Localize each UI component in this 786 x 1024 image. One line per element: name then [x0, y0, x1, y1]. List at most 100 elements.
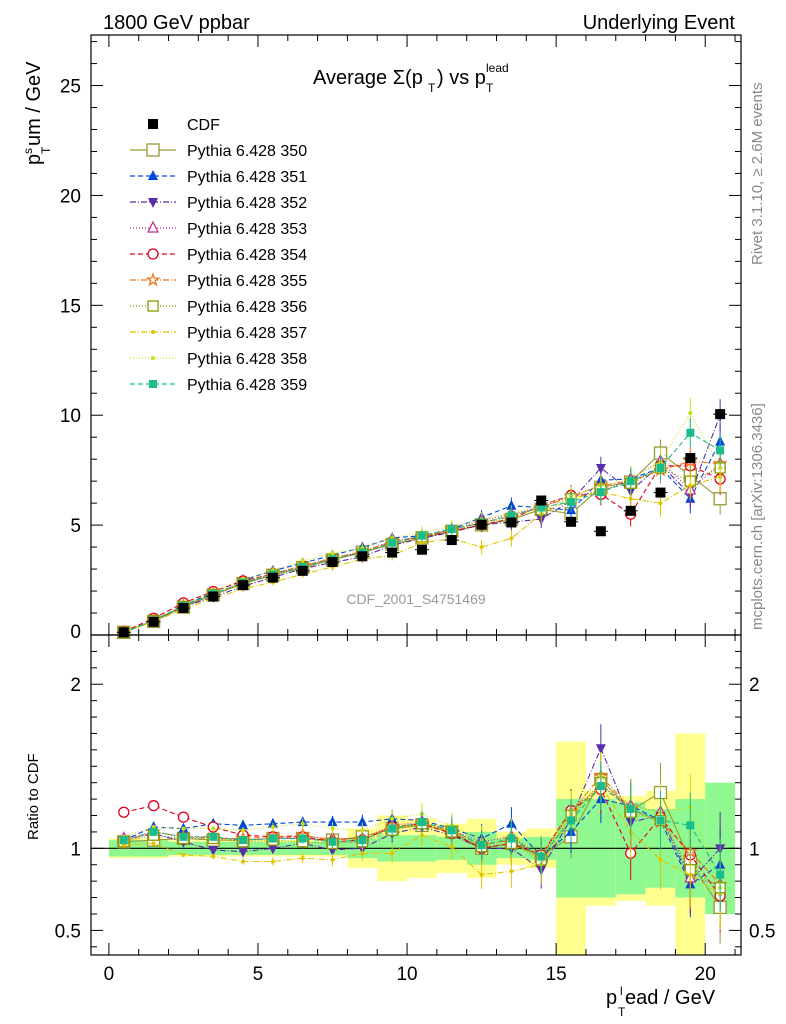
svg-text:s: s — [21, 148, 35, 154]
series-point — [388, 538, 397, 547]
cdf-data-point — [655, 487, 666, 498]
svg-text:um / GeV: um / GeV — [23, 61, 45, 146]
cdf-data-point — [685, 453, 696, 464]
cdf-data-point — [566, 516, 577, 527]
series-point — [507, 511, 516, 520]
ratio-point — [360, 828, 365, 833]
cdf-data-point — [267, 572, 278, 583]
x-tick-label: 10 — [396, 964, 417, 985]
legend-entry: Pythia 6.428 356 — [130, 299, 307, 316]
cdf-data-point — [715, 409, 726, 420]
ratio-point — [656, 816, 665, 825]
y-tick-label: 20 — [60, 186, 81, 207]
y-tick-label: 0 — [70, 622, 81, 643]
svg-text:T: T — [39, 146, 53, 154]
ratio-point — [507, 834, 516, 843]
ratio-point — [241, 828, 246, 833]
series-point — [595, 463, 606, 474]
legend-marker — [151, 356, 155, 360]
header-left: 1800 GeV ppbar — [103, 12, 250, 34]
y-tick-label: 1 — [70, 839, 81, 860]
series-point — [509, 536, 514, 541]
y-tick-label: 2 — [70, 675, 81, 696]
legend-entry-cdf: CDF — [148, 117, 220, 134]
ratio-frame — [90, 634, 742, 956]
ratio-point — [686, 821, 695, 830]
main-title: Average Σ(p T ) vs p T lead — [313, 61, 509, 95]
legend-marker — [145, 271, 161, 287]
series-point — [330, 551, 335, 556]
ratio-point — [357, 816, 368, 827]
analysis-watermark: CDF_2001_S4751469 — [346, 591, 486, 607]
legend-marker — [147, 220, 159, 233]
ratio-point — [211, 826, 216, 831]
series-point — [656, 463, 665, 472]
y-tick-label-right: 0.5 — [749, 921, 775, 942]
legend-entry: Pythia 6.428 357 — [130, 325, 307, 342]
series-line — [123, 467, 721, 633]
legend-label: Pythia 6.428 354 — [187, 247, 307, 264]
ratio-point — [298, 834, 307, 843]
legend-label: Pythia 6.428 350 — [187, 143, 307, 160]
ratio-series-layer — [116, 724, 728, 944]
ratio-point — [208, 845, 219, 856]
ratio-point — [596, 781, 605, 790]
ratio-point — [716, 870, 725, 879]
series-point — [537, 503, 546, 512]
ratio-point — [567, 816, 576, 825]
cdf-data-point — [357, 551, 368, 562]
legend-label: Pythia 6.428 356 — [187, 299, 307, 316]
svg-text:l: l — [620, 984, 623, 998]
ratio-point — [330, 857, 335, 862]
ratio-pythia-6.428-359 — [119, 761, 725, 911]
svg-text:ead / GeV: ead / GeV — [625, 987, 716, 1009]
series-point — [417, 531, 426, 540]
cdf-data-point — [536, 495, 547, 506]
legend-label: Pythia 6.428 358 — [187, 351, 307, 368]
y-tick-label: 0.5 — [55, 921, 81, 942]
legend-marker — [147, 248, 159, 260]
ratio-line — [123, 785, 721, 875]
svg-text:) vs p: ) vs p — [437, 67, 486, 89]
y-tick-label: 5 — [70, 516, 81, 537]
svg-text:T: T — [486, 81, 494, 95]
cdf-data-point — [595, 526, 606, 537]
ratio-point — [327, 816, 338, 827]
cdf-data-point — [506, 517, 517, 528]
series-point — [479, 545, 484, 550]
svg-text:p: p — [606, 987, 617, 1009]
ratio-point — [417, 818, 426, 827]
ratio-axes: 0 5 10 15 20 0.5 0.5 1 1 2 2 — [55, 635, 775, 985]
series-line — [123, 460, 721, 633]
cdf-data-point — [476, 519, 487, 530]
legend-label: Pythia 6.428 355 — [187, 273, 307, 290]
ratio-point — [209, 832, 218, 841]
header-right: Underlying Event — [583, 12, 736, 34]
legend-marker — [146, 143, 160, 157]
cdf-data-point — [327, 557, 338, 568]
legend-entry: Pythia 6.428 355 — [130, 271, 307, 290]
ratio-point — [419, 833, 424, 838]
ratio-point — [149, 827, 158, 836]
series-point — [688, 483, 693, 488]
cdf-data-point — [387, 547, 398, 558]
ratio-point — [509, 869, 514, 874]
ratio-point — [238, 819, 249, 830]
svg-text:lead: lead — [486, 61, 509, 75]
cdf-data-point — [178, 602, 189, 613]
ratio-point — [358, 836, 367, 845]
series-point — [300, 558, 305, 563]
ratio-point — [268, 834, 277, 843]
ratio-point — [479, 872, 484, 877]
ratio-point — [238, 847, 249, 858]
ratio-point — [181, 826, 186, 831]
series-point — [628, 496, 633, 501]
ratio-point — [270, 859, 275, 864]
rivet-label: Rivet 3.1.10, ≥ 2.6M events — [749, 83, 766, 266]
y-tick-label-right: 2 — [749, 675, 760, 696]
svg-text:Average Σ(p: Average Σ(p — [313, 67, 423, 89]
cdf-data-point — [297, 565, 308, 576]
legend-label: Pythia 6.428 351 — [187, 169, 307, 186]
ratio-point — [330, 826, 335, 831]
ratio-point — [239, 836, 248, 845]
